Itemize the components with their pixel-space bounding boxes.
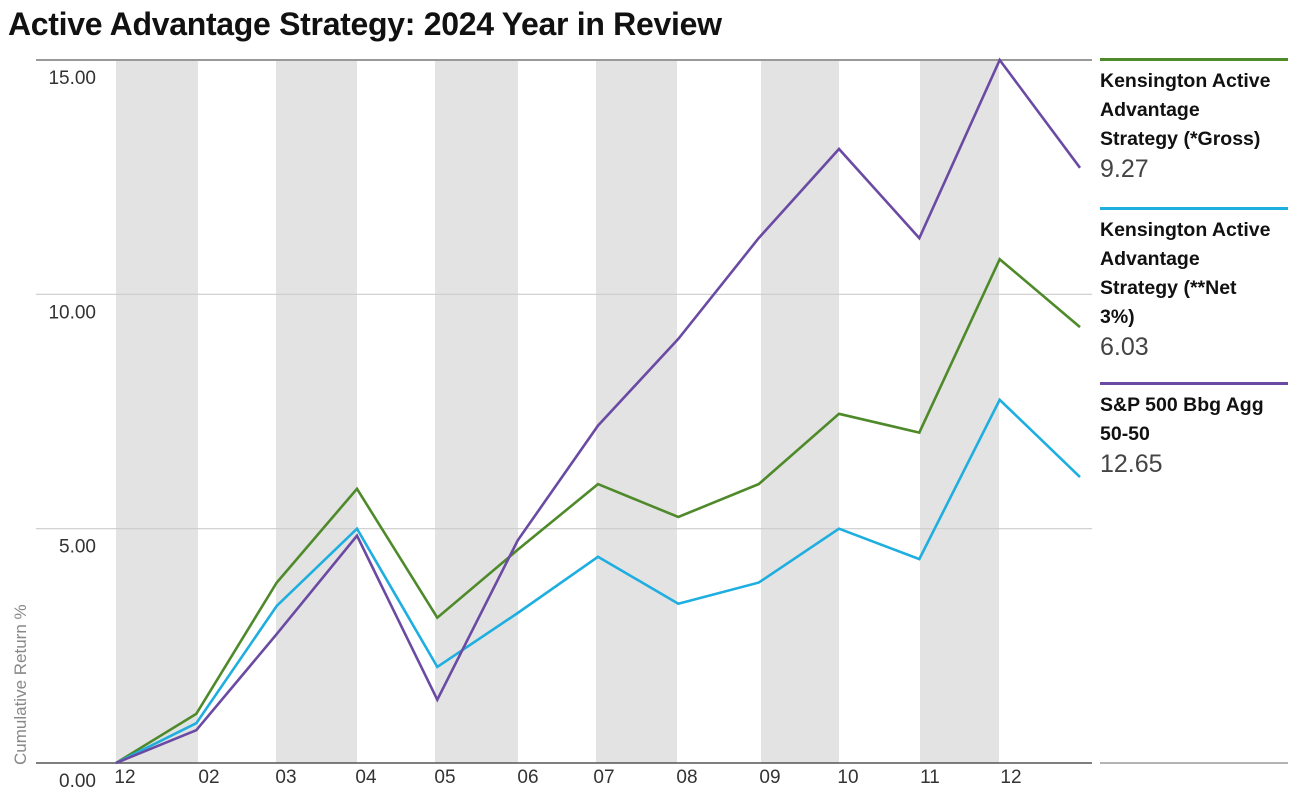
legend-value: 6.03: [1100, 333, 1149, 361]
shade-band: [920, 60, 999, 763]
x-tick-label: 11: [920, 767, 940, 788]
legend-label: Kensington Active Advantage Strategy (**…: [1100, 210, 1288, 332]
month-shading-bands: [116, 60, 999, 763]
legend-swatch: [1100, 58, 1288, 61]
y-tick-label: 0.00: [59, 771, 96, 792]
series-line-benchmark: [115, 57, 1082, 765]
legend-label: Kensington Active Advantage Strategy (*G…: [1100, 61, 1288, 154]
series-line-gross: [115, 257, 1081, 765]
legend-label-line: Kensington Active: [1100, 70, 1271, 92]
y-tick-label: 15.00: [48, 68, 96, 89]
legend-label-line: Advantage: [1100, 99, 1200, 121]
legend-item-net: Kensington Active Advantage Strategy (**…: [1100, 207, 1288, 362]
x-tick-labels: 12 02 03 04 05 06 07 08 09 10 11 12: [114, 767, 1021, 788]
legend-swatch: [1100, 382, 1288, 385]
x-tick-label: 12: [1000, 767, 1021, 788]
x-tick-label: 05: [434, 767, 455, 788]
legend-swatch: [1100, 207, 1288, 210]
legend-label: S&P 500 Bbg Agg 50-50: [1100, 385, 1288, 449]
series-line-net: [115, 397, 1081, 765]
legend-label-line: Kensington Active: [1100, 219, 1271, 241]
x-tick-label: 09: [759, 767, 780, 788]
legend-label-line: Advantage: [1100, 248, 1200, 270]
legend-label-line: Strategy (**Net: [1100, 277, 1237, 299]
chart-title: Active Advantage Strategy: 2024 Year in …: [8, 6, 722, 42]
x-tick-label: 07: [593, 767, 614, 788]
series-lines: [115, 57, 1082, 765]
shade-band: [116, 60, 198, 763]
legend-label-line: 3%): [1100, 306, 1135, 328]
legend-value: 9.27: [1100, 155, 1149, 183]
shade-band: [761, 60, 839, 763]
shade-band: [276, 60, 357, 763]
legend-label-line: Strategy (*Gross): [1100, 128, 1261, 150]
shade-band: [435, 60, 518, 763]
gridlines: [36, 59, 1288, 764]
legend-label-line: 50-50: [1100, 423, 1150, 445]
y-tick-labels: 0.00 5.00 10.00 15.00: [48, 68, 96, 792]
x-tick-label: 04: [355, 767, 377, 788]
legend-value: 12.65: [1100, 450, 1163, 478]
legend-label-line: S&P 500 Bbg Agg: [1100, 394, 1264, 416]
legend-item-benchmark: S&P 500 Bbg Agg 50-50 12.65: [1100, 382, 1288, 479]
x-tick-label: 08: [676, 767, 697, 788]
x-tick-label: 10: [837, 767, 858, 788]
x-tick-label: 06: [517, 767, 538, 788]
y-tick-label: 5.00: [59, 537, 96, 558]
shade-band: [596, 60, 677, 763]
y-axis-title: Cumulative Return %: [11, 604, 30, 765]
legend-item-gross: Kensington Active Advantage Strategy (*G…: [1100, 58, 1288, 184]
y-tick-label: 10.00: [48, 302, 96, 323]
x-tick-label: 02: [198, 767, 219, 788]
x-tick-label: 03: [275, 767, 296, 788]
x-tick-label: 12: [114, 767, 135, 788]
